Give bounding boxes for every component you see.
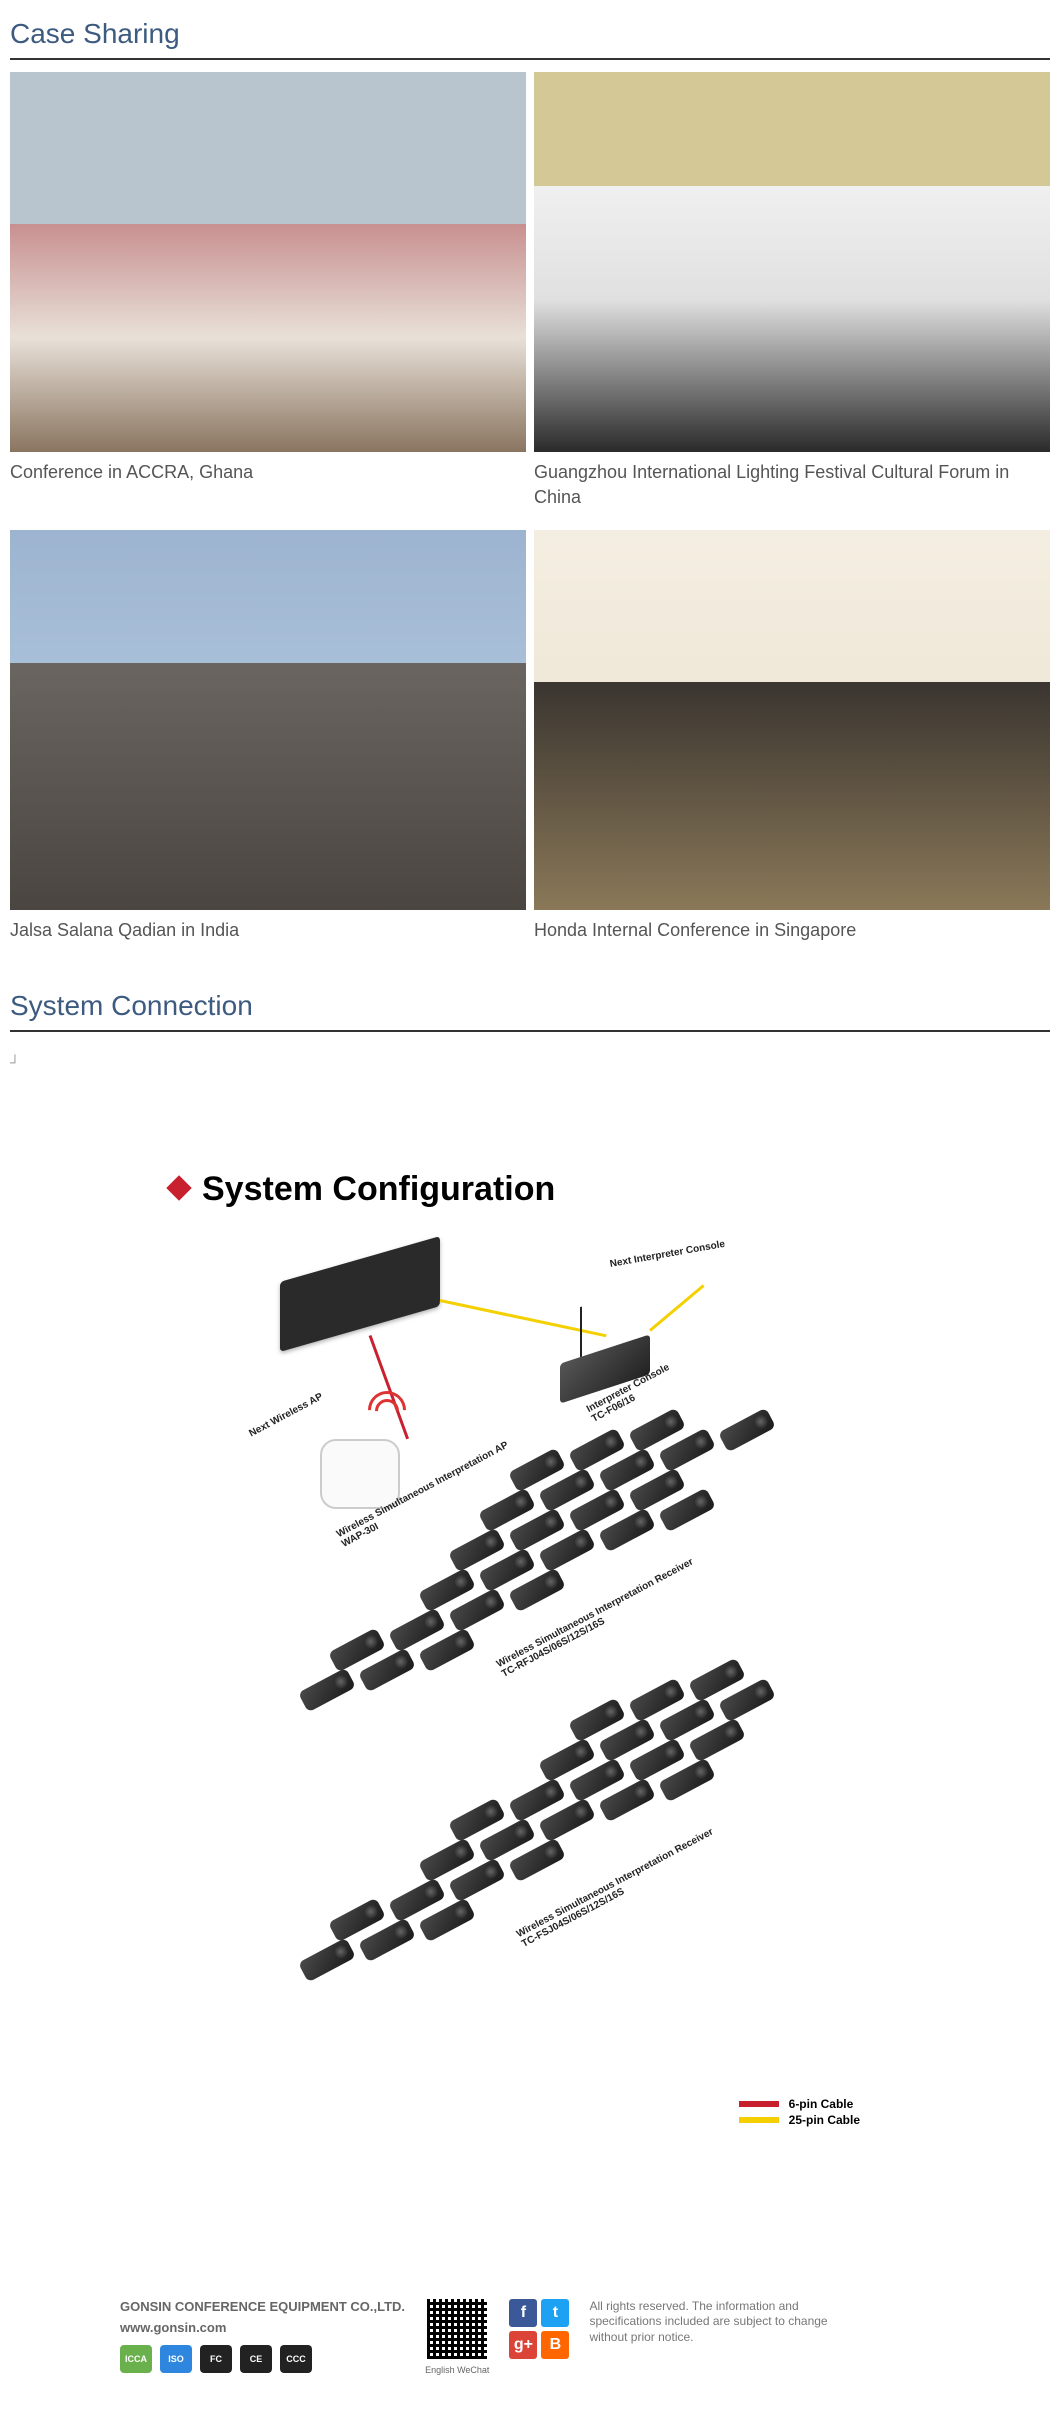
case-sharing-title: Case Sharing bbox=[10, 10, 1050, 60]
next-ap-label: Next Wireless AP bbox=[247, 1391, 324, 1439]
disclaimer: All rights reserved. The information and… bbox=[589, 2299, 849, 2346]
legend-label: 25-pin Cable bbox=[789, 2113, 860, 2127]
legend-swatch-6pin bbox=[739, 2101, 779, 2107]
company-name: GONSIN CONFERENCE EQUIPMENT CO.,LTD. bbox=[120, 2299, 405, 2314]
case-image-guangzhou bbox=[534, 72, 1050, 452]
case-image-accra bbox=[10, 72, 526, 452]
legend-row: 25-pin Cable bbox=[739, 2113, 860, 2127]
next-console-label: Next Interpreter Console bbox=[609, 1238, 726, 1269]
diamond-icon bbox=[166, 1175, 191, 1200]
website: www.gonsin.com bbox=[120, 2320, 405, 2335]
case-item: Honda Internal Conference in Singapore bbox=[534, 530, 1050, 951]
case-grid: Conference in ACCRA, Ghana Guangzhou Int… bbox=[10, 72, 1050, 952]
social-icon[interactable]: t bbox=[541, 2299, 569, 2327]
system-diagram: Next Interpreter Console Interpreter Con… bbox=[190, 1239, 890, 2139]
footer-company-col: GONSIN CONFERENCE EQUIPMENT CO.,LTD. www… bbox=[120, 2299, 405, 2373]
cert-badge: ICCA bbox=[120, 2345, 152, 2373]
cert-badge: CE bbox=[240, 2345, 272, 2373]
case-caption: Honda Internal Conference in Singapore bbox=[534, 910, 1050, 951]
cable-legend: 6-pin Cable 25-pin Cable bbox=[739, 2095, 860, 2129]
footer-qr-col: English WeChat bbox=[425, 2299, 489, 2375]
receiver-device bbox=[718, 1407, 776, 1452]
cert-badge: FC bbox=[200, 2345, 232, 2373]
receiver-device bbox=[298, 1667, 356, 1712]
legend-label: 6-pin Cable bbox=[789, 2097, 854, 2111]
receiver-group1-label: Wireless Simultaneous Interpretation Rec… bbox=[495, 1556, 701, 1679]
case-image-singapore bbox=[534, 530, 1050, 910]
qr-label: English WeChat bbox=[425, 2365, 489, 2375]
system-connection-body: ┘ System Configuration Next Interpreter … bbox=[10, 1044, 1050, 2405]
wireless-ap bbox=[320, 1439, 400, 1509]
receiver-device bbox=[298, 1937, 356, 1982]
system-config-block: System Configuration Next Interpreter Co… bbox=[170, 1170, 890, 2139]
case-image-india bbox=[10, 530, 526, 910]
qr-code bbox=[427, 2299, 487, 2359]
social-icon[interactable]: B bbox=[541, 2331, 569, 2359]
social-icon[interactable]: g+ bbox=[509, 2331, 537, 2359]
cert-badge: CCC bbox=[280, 2345, 312, 2373]
signal-icon bbox=[360, 1383, 414, 1437]
case-caption: Conference in ACCRA, Ghana bbox=[10, 452, 526, 493]
legend-row: 6-pin Cable bbox=[739, 2097, 860, 2111]
placeholder-glyph: ┘ bbox=[10, 1054, 1050, 1070]
system-config-title-text: System Configuration bbox=[202, 1170, 555, 1208]
server-device bbox=[280, 1236, 440, 1352]
system-config-title: System Configuration bbox=[170, 1170, 890, 1209]
case-caption: Jalsa Salana Qadian in India bbox=[10, 910, 526, 951]
case-item: Jalsa Salana Qadian in India bbox=[10, 530, 526, 951]
legend-swatch-25pin bbox=[739, 2117, 779, 2123]
footer: GONSIN CONFERENCE EQUIPMENT CO.,LTD. www… bbox=[10, 2279, 1050, 2395]
cable-25pin bbox=[649, 1284, 705, 1331]
cert-badge: ISO bbox=[160, 2345, 192, 2373]
case-caption: Guangzhou International Lighting Festiva… bbox=[534, 452, 1050, 518]
cert-badges: ICCA ISO FC CE CCC bbox=[120, 2345, 405, 2373]
social-icon[interactable]: f bbox=[509, 2299, 537, 2327]
social-icons: ftg+B bbox=[509, 2299, 569, 2359]
case-item: Guangzhou International Lighting Festiva… bbox=[534, 72, 1050, 518]
case-item: Conference in ACCRA, Ghana bbox=[10, 72, 526, 518]
system-connection-title: System Connection bbox=[10, 982, 1050, 1032]
